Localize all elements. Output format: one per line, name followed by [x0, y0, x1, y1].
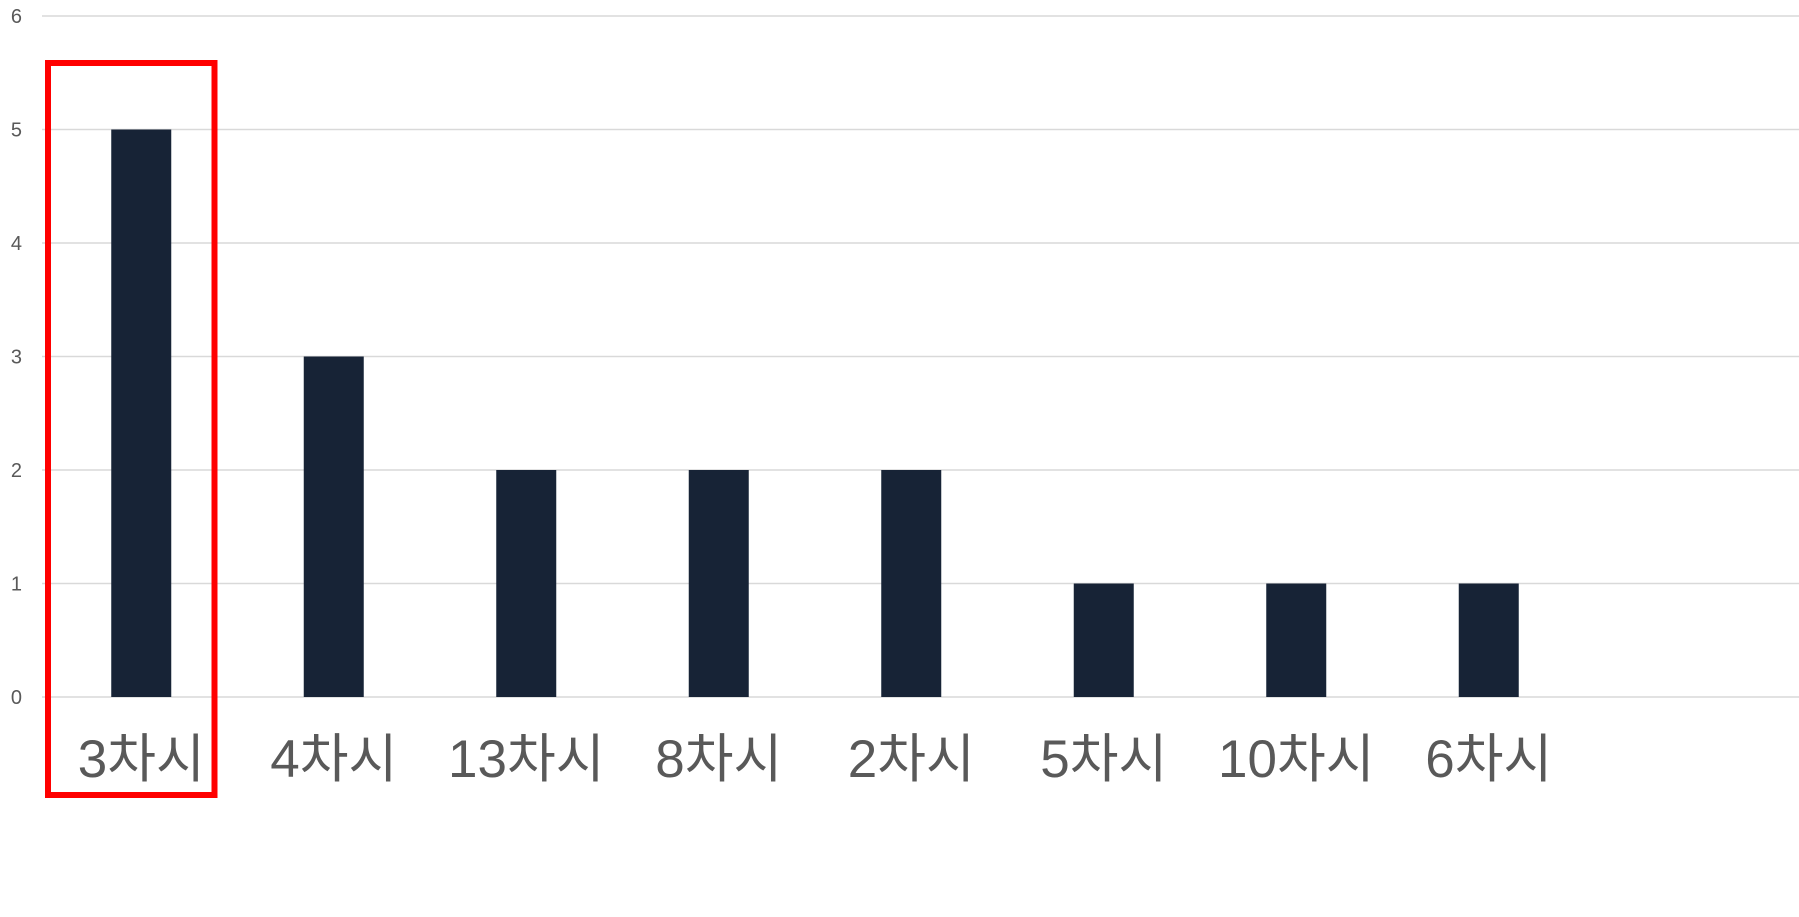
x-axis-tick-labels: 3차시 4차시 13차시 8차시 2차시 5차시 10차시 6차시: [78, 730, 1553, 789]
y-tick-label: 0: [11, 687, 22, 709]
y-tick-label: 3: [11, 347, 22, 369]
x-tick-label: 2차시: [848, 730, 975, 789]
y-tick-label: 2: [11, 460, 22, 482]
x-tick-label: 8차시: [655, 730, 782, 789]
bar-8차시: [688, 470, 749, 697]
bar-6차시: [1458, 583, 1519, 697]
highlight-layer: [45, 60, 218, 798]
x-tick-label: 10차시: [1218, 730, 1374, 789]
y-tick-label: 1: [11, 574, 22, 596]
bar-10차시: [1266, 583, 1327, 697]
y-tick-label: 5: [11, 120, 22, 142]
y-tick-label: 6: [11, 6, 22, 28]
y-axis-tick-labels: 0 1 2 3 4 5 6: [11, 6, 22, 709]
bar-13차시: [496, 470, 557, 697]
x-tick-label: 13차시: [448, 730, 604, 789]
x-tick-label: 6차시: [1425, 730, 1552, 789]
x-tick-label: 3차시: [78, 730, 205, 789]
x-tick-label: 5차시: [1040, 730, 1167, 789]
bar-4차시: [303, 356, 364, 697]
highlight-box: [45, 60, 218, 798]
bars: [111, 129, 1519, 697]
x-tick-label: 4차시: [270, 730, 397, 789]
bar-3차시: [111, 129, 172, 697]
bar-5차시: [1073, 583, 1134, 697]
y-tick-label: 4: [11, 233, 22, 255]
bar-2차시: [881, 470, 942, 697]
